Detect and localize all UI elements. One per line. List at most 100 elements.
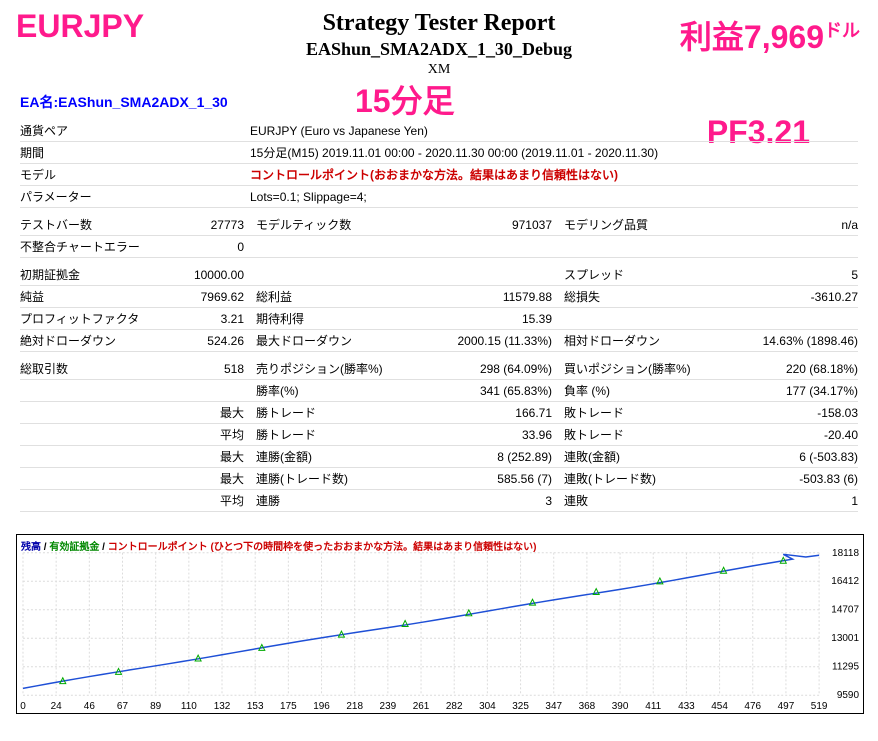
svg-text:13001: 13001 [831, 633, 859, 644]
legend-balance: 残高 [21, 542, 41, 553]
shortpos-label: 売りポジション(勝率%) [250, 360, 420, 377]
svg-text:110: 110 [181, 701, 197, 712]
wintrade-label: 勝トレード [250, 404, 420, 421]
losstrade-label: 敗トレード [558, 404, 708, 421]
grossloss-label: 総損失 [558, 288, 708, 305]
winrate-label: 勝率(%) [250, 382, 420, 399]
largest-label3: 最大 [140, 470, 250, 487]
svg-text:304: 304 [479, 701, 496, 712]
reldd-label: 相対ドローダウン [558, 332, 708, 349]
param-value: Lots=0.1; Slippage=4; [250, 190, 858, 204]
svg-text:46: 46 [84, 701, 96, 712]
svg-text:368: 368 [579, 701, 596, 712]
stats-table: テストバー数 27773 モデルティック数 971037 モデリング品質 n/a… [20, 214, 858, 512]
legend-control: コントロールポイント (ひとつ下の時間枠を使ったおおまかな方法。結果はあまり信頼… [108, 542, 537, 553]
param-label: パラメーター [20, 188, 250, 205]
avg-run-win: 3 [420, 494, 558, 508]
netprofit-value: 7969.62 [140, 290, 250, 304]
svg-text:16412: 16412 [831, 576, 859, 587]
average-label2: 平均 [140, 492, 250, 509]
spread-value: 5 [708, 268, 858, 282]
wintrade-label2: 勝トレード [250, 426, 420, 443]
svg-text:11295: 11295 [832, 662, 859, 673]
svg-text:390: 390 [612, 701, 629, 712]
svg-text:218: 218 [346, 701, 363, 712]
legend-sep1: / [44, 542, 47, 553]
overlay-profit-text: 利益7,969 [680, 19, 824, 55]
svg-text:282: 282 [446, 701, 463, 712]
svg-text:14707: 14707 [831, 605, 859, 616]
expected-label: 期待利得 [250, 310, 420, 327]
svg-text:325: 325 [512, 701, 529, 712]
quality-value: n/a [708, 218, 858, 232]
lossrate-value: 177 (34.17%) [708, 384, 858, 398]
maxdd-value: 2000.15 (11.33%) [420, 334, 558, 348]
largest-label: 最大 [140, 404, 250, 421]
svg-text:261: 261 [413, 701, 430, 712]
svg-text:347: 347 [545, 701, 562, 712]
ea-name-label: EA名:EAShun_SMA2ADX_1_30 [20, 92, 228, 112]
grossloss-value: -3610.27 [708, 290, 858, 304]
consec-loss-amt-label: 連敗(金額) [558, 448, 708, 465]
largest-label2: 最大 [140, 448, 250, 465]
legend-sep2: / [102, 542, 105, 553]
model-value: コントロールポイント(おおまかな方法。結果はあまり信頼性はない) [250, 166, 858, 183]
svg-text:476: 476 [744, 701, 761, 712]
consec-win-amt: 8 (252.89) [420, 450, 558, 464]
svg-text:132: 132 [214, 701, 231, 712]
balance-chart: 残高 / 有効証拠金 / コントロールポイント (ひとつ下の時間枠を使ったおおま… [16, 534, 864, 714]
reldd-value: 14.63% (1898.46) [708, 334, 858, 348]
pf-label: プロフィットファクタ [20, 310, 140, 327]
consec-win-cnt: 585.56 (7) [420, 472, 558, 486]
ticks-label: モデルティック数 [250, 216, 420, 233]
svg-text:89: 89 [150, 701, 162, 712]
svg-text:67: 67 [117, 701, 129, 712]
overlay-timeframe: 15分足 [355, 76, 455, 122]
deposit-value: 10000.00 [140, 268, 250, 282]
grossprofit-label: 総利益 [250, 288, 420, 305]
period-label: 期間 [20, 144, 250, 161]
chart-legend: 残高 / 有効証拠金 / コントロールポイント (ひとつ下の時間枠を使ったおおま… [21, 538, 536, 553]
quality-label: モデリング品質 [558, 216, 708, 233]
bars-label: テストバー数 [20, 216, 140, 233]
absdd-label: 絶対ドローダウン [20, 332, 140, 349]
ticks-value: 971037 [420, 218, 558, 232]
avg-loss: -20.40 [708, 428, 858, 442]
grossprofit-value: 11579.88 [420, 290, 558, 304]
svg-text:9590: 9590 [837, 690, 860, 701]
info-table: 通貨ペア EURJPY (Euro vs Japanese Yen) 期間 15… [20, 120, 858, 512]
svg-text:519: 519 [811, 701, 828, 712]
consec-loss-cnt: -503.83 (6) [708, 472, 858, 486]
avg-run-loss: 1 [708, 494, 858, 508]
overlay-profit-unit: ドル [824, 20, 860, 40]
overlay-profit: 利益7,969ドル [680, 12, 860, 58]
symbol-value: EURJPY (Euro vs Japanese Yen) [250, 124, 858, 138]
pf-value: 3.21 [140, 312, 250, 326]
longpos-value: 220 (68.18%) [708, 362, 858, 376]
svg-text:153: 153 [247, 701, 264, 712]
consec-loss-cnt-label: 連敗(トレード数) [558, 470, 708, 487]
svg-text:497: 497 [778, 701, 795, 712]
totaltrades-value: 518 [140, 362, 250, 376]
largest-loss: -158.03 [708, 406, 858, 420]
mismatch-label: 不整合チャートエラー [20, 238, 140, 255]
chart-svg: 1811816412147071300111295959002446678911… [17, 535, 863, 713]
svg-text:0: 0 [20, 701, 26, 712]
average-label: 平均 [140, 426, 250, 443]
shortpos-value: 298 (64.09%) [420, 362, 558, 376]
largest-win: 166.71 [420, 406, 558, 420]
svg-text:411: 411 [645, 701, 661, 712]
maxdd-label: 最大ドローダウン [250, 332, 420, 349]
svg-text:196: 196 [313, 701, 330, 712]
model-label: モデル [20, 166, 250, 183]
avg-win: 33.96 [420, 428, 558, 442]
totaltrades-label: 総取引数 [20, 360, 140, 377]
svg-text:454: 454 [711, 701, 728, 712]
spread-label: スプレッド [558, 266, 708, 283]
losstrade-label2: 敗トレード [558, 426, 708, 443]
svg-text:433: 433 [678, 701, 695, 712]
netprofit-label: 純益 [20, 288, 140, 305]
svg-text:18118: 18118 [832, 548, 859, 559]
longpos-label: 買いポジション(勝率%) [558, 360, 708, 377]
deposit-label: 初期証拠金 [20, 266, 140, 283]
